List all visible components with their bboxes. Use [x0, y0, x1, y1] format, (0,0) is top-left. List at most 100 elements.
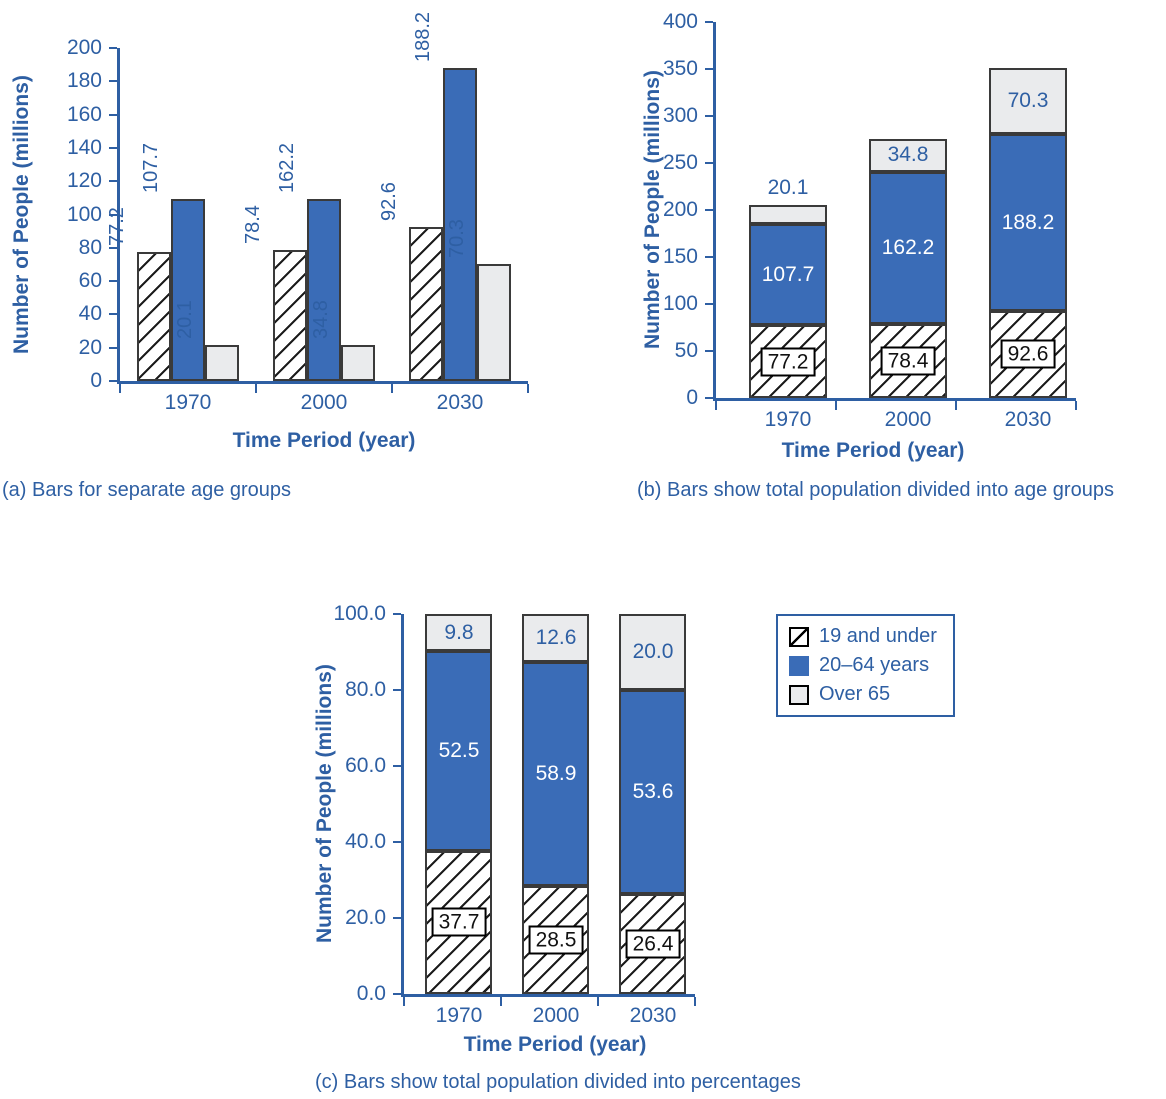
value-label-2000-20-64-years: 162.2	[881, 236, 935, 259]
x-axis-title: Time Period (year)	[463, 1033, 647, 1056]
segment-1970-over-65	[425, 614, 492, 651]
x-tick	[1075, 401, 1077, 410]
x-tick	[597, 997, 599, 1006]
y-tick	[109, 180, 117, 182]
y-tick-label: 0	[90, 369, 102, 392]
bar-2000-over-65	[341, 345, 375, 381]
y-axis-line	[117, 48, 120, 384]
value-label-2000-over-65: 12.6	[535, 626, 577, 649]
value-label-2000-over-65: 34.8	[887, 143, 929, 166]
x-category-label: 1970	[435, 1004, 483, 1027]
y-tick	[109, 380, 117, 382]
legend-swatch-gray-icon	[789, 684, 809, 705]
y-tick	[393, 993, 401, 995]
value-label-1970-over-65: 9.8	[444, 621, 474, 644]
y-tick	[705, 68, 713, 70]
y-tick	[109, 114, 117, 116]
y-tick	[109, 147, 117, 149]
value-label-2030-over-65: 70.3	[446, 219, 468, 258]
x-axis-title: Time Period (year)	[781, 439, 965, 462]
segment-1970-20-64-years	[425, 651, 492, 851]
y-axis-title: Number of People (millions)	[10, 75, 33, 354]
y-tick-label: 200	[66, 36, 102, 59]
value-label-2030-19-and-under: 26.4	[625, 929, 681, 959]
legend-swatch-hatched-icon	[789, 626, 809, 647]
x-tick	[835, 401, 837, 410]
bar-1970-20-64-years	[171, 199, 205, 381]
value-label-2000-19-and-under: 28.5	[528, 925, 584, 955]
bar-2000-19-and-under	[273, 250, 307, 381]
y-tick	[705, 162, 713, 164]
bar-2030-20-64-years	[443, 68, 477, 381]
y-tick-label: 60.0	[345, 754, 386, 777]
x-tick	[527, 384, 529, 393]
value-label-2030-over-65: 20.0	[632, 640, 674, 663]
y-axis-line	[401, 614, 404, 997]
y-tick	[705, 397, 713, 399]
y-tick-label: 160	[66, 103, 102, 126]
value-label-2000-over-65: 34.8	[310, 300, 332, 339]
value-label-1970-20-64-years: 107.7	[761, 263, 815, 286]
y-tick-label: 350	[662, 57, 698, 80]
bar-1970-over-65	[205, 345, 239, 381]
segment-1970-over-65	[749, 205, 827, 224]
x-tick	[715, 401, 717, 410]
x-tick	[391, 384, 393, 393]
legend-item: 20–64 years	[789, 654, 937, 677]
y-tick-label: 100	[662, 292, 698, 315]
x-category-label: 2000	[300, 391, 348, 414]
y-tick-label: 150	[662, 245, 698, 268]
x-category-label: 2030	[436, 391, 484, 414]
legend: 19 and under 20–64 years Over 65	[776, 614, 955, 717]
segment-2000-over-65	[522, 614, 589, 662]
y-tick-label: 80	[78, 236, 102, 259]
value-label-2000-20-64-years: 162.2	[276, 142, 298, 193]
y-tick-label: 50	[674, 339, 698, 362]
segment-2030-20-64-years	[619, 690, 686, 894]
segment-2000-20-64-years	[522, 662, 589, 886]
value-label-1970-20-64-years: 107.7	[140, 142, 162, 193]
value-label-1970-19-and-under: 77.2	[106, 207, 128, 246]
y-tick	[109, 347, 117, 349]
value-label-1970-over-65: 20.1	[767, 176, 809, 199]
y-tick-label: 20.0	[345, 906, 386, 929]
y-tick	[393, 917, 401, 919]
bar-1970-19-and-under	[137, 252, 171, 381]
x-category-label: 2030	[1004, 408, 1052, 431]
y-tick	[109, 280, 117, 282]
y-tick	[705, 303, 713, 305]
x-tick	[500, 997, 502, 1006]
legend-item: Over 65	[789, 683, 937, 706]
y-tick-label: 0.0	[356, 982, 386, 1005]
chart-caption: (a) Bars for separate age groups	[2, 479, 292, 501]
x-category-label: 1970	[164, 391, 212, 414]
y-tick	[393, 765, 401, 767]
y-tick-label: 180	[66, 69, 102, 92]
x-category-label: 2000	[884, 408, 932, 431]
value-label-2000-19-and-under: 78.4	[242, 205, 264, 244]
bar-2000-20-64-years	[307, 199, 341, 381]
value-label-1970-19-and-under: 37.7	[431, 907, 487, 937]
x-tick	[255, 384, 257, 393]
y-tick-label: 200	[662, 198, 698, 221]
percent-stacked-bar-chart: Number of People (millions) Time Period …	[300, 585, 980, 1099]
y-tick-label: 100	[66, 203, 102, 226]
y-tick-label: 100.0	[333, 602, 386, 625]
value-label-2030-20-64-years: 188.2	[1001, 211, 1055, 234]
x-axis-line	[713, 398, 1076, 401]
stacked-bar-chart: Number of People (millions) Time Period …	[583, 0, 1166, 520]
y-tick	[705, 21, 713, 23]
y-tick	[109, 313, 117, 315]
legend-label: 19 and under	[819, 625, 937, 647]
segment-2000-over-65	[869, 139, 947, 172]
x-tick	[119, 384, 121, 393]
y-tick	[705, 256, 713, 258]
legend-label: Over 65	[819, 683, 891, 705]
y-tick	[109, 47, 117, 49]
x-axis-line	[117, 381, 528, 384]
y-tick	[109, 247, 117, 249]
segment-2030-over-65	[989, 68, 1067, 134]
y-tick	[705, 350, 713, 352]
x-tick	[694, 997, 696, 1006]
segment-1970-20-64-years	[749, 224, 827, 325]
